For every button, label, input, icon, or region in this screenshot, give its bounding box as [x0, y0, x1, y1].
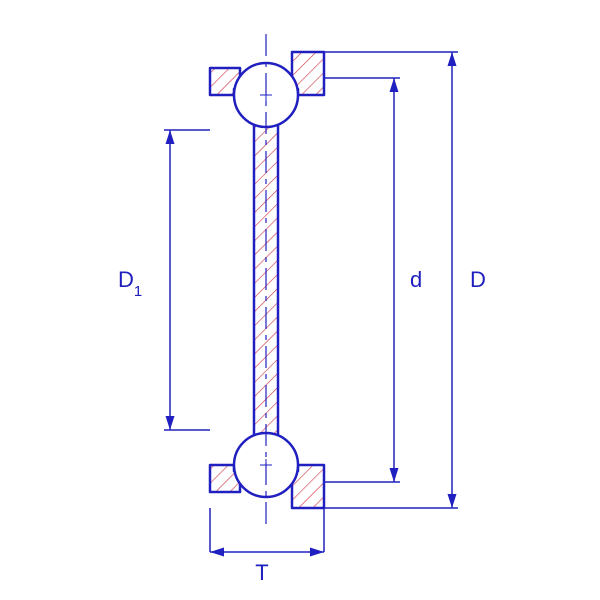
- dim-label-T: T: [255, 560, 268, 585]
- dim-label-D1: D1: [118, 267, 142, 300]
- dim-label-D: D: [470, 267, 486, 292]
- dim-label-d: d: [410, 267, 422, 292]
